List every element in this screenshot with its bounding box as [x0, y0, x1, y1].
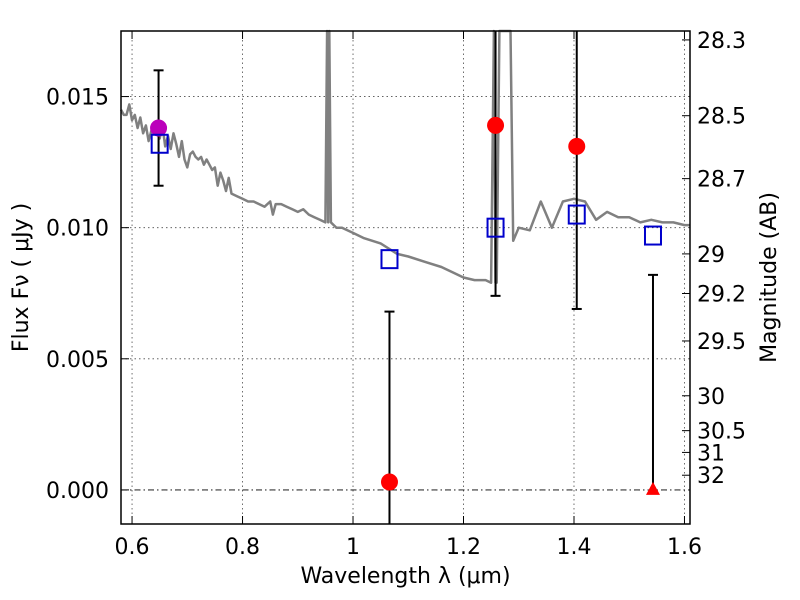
right-tick-label: 31 [697, 441, 725, 466]
data-point-circle [568, 137, 586, 155]
model-point-square [150, 133, 169, 154]
right-axis-label: Magnitude (AB) [757, 192, 782, 363]
data-point-circle [380, 473, 398, 491]
plot-frame [120, 30, 691, 525]
right-tick-label: 29 [697, 243, 725, 268]
y-axis-label: Flux Fν ( μJy ) [9, 203, 34, 352]
y-tick-label: 0.005 [46, 348, 109, 373]
right-tick-label: 30.5 [697, 420, 746, 445]
data-point-circle [487, 116, 505, 134]
model-point-square [643, 225, 662, 246]
right-tick-label: 30 [697, 385, 725, 410]
x-tick-label: 0.6 [115, 535, 150, 560]
x-tick-label: 1 [346, 535, 360, 560]
x-tick-label: 1.4 [556, 535, 591, 560]
x-tick-label: 1.2 [446, 535, 481, 560]
right-tick-label: 28.7 [697, 168, 746, 193]
model-point-square [486, 217, 505, 238]
data-markers [150, 31, 662, 524]
right-tick-label: 28.5 [697, 105, 746, 130]
x-axis-label: Wavelength λ (μm) [300, 564, 510, 589]
right-tick-label: 29.2 [697, 282, 746, 307]
data-point-circle [150, 119, 168, 137]
x-tick-label: 0.8 [225, 535, 260, 560]
y-tick-label: 0.015 [46, 86, 109, 111]
y-tick-label: 0.000 [46, 479, 109, 504]
model-point-square [567, 204, 586, 225]
grid-lines [121, 31, 690, 524]
x-tick-label: 1.6 [667, 535, 702, 560]
y-tick-label: 0.010 [46, 217, 109, 242]
right-tick-label: 29.5 [697, 330, 746, 355]
right-tick-label: 32 [697, 464, 725, 489]
right-tick-label: 28.3 [697, 29, 746, 54]
data-point-triangle [645, 481, 660, 495]
model-point-square [380, 249, 399, 270]
axis-ticks: 0.6 0.8 1 1.2 1.4 1.6 0.000 0.005 0.010 0.015 28.3… [46, 29, 746, 560]
model-spectrum-line [119, 29, 690, 284]
